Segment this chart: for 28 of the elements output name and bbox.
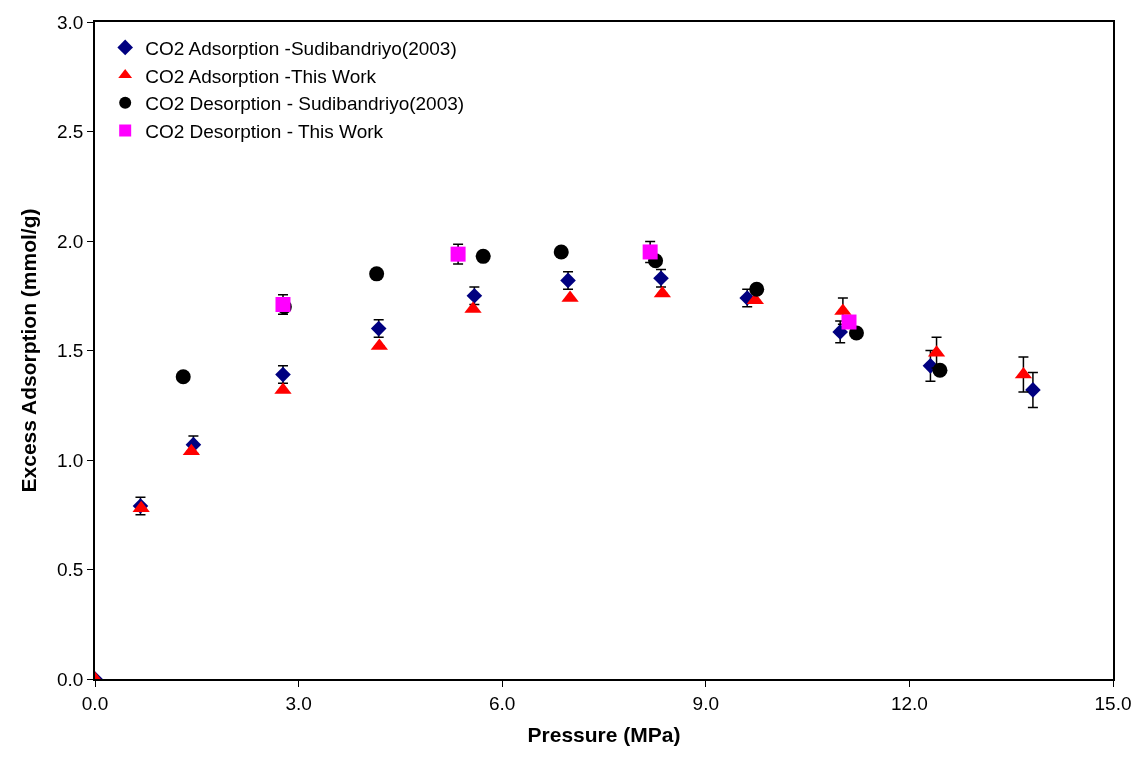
x-tick-label: 9.0 bbox=[692, 692, 720, 714]
legend-label: CO2 Adsorption -Sudibandriyo(2003) bbox=[145, 37, 457, 59]
point bbox=[749, 281, 765, 297]
y-tick-label: 1.5 bbox=[57, 340, 84, 362]
point bbox=[369, 266, 385, 282]
point bbox=[642, 244, 658, 260]
x-tick-label: 12.0 bbox=[890, 692, 928, 714]
y-tick-label: 0.0 bbox=[57, 668, 84, 690]
y-tick-label: 2.0 bbox=[57, 230, 84, 252]
point bbox=[932, 362, 948, 378]
point bbox=[841, 314, 857, 330]
x-tick-label: 3.0 bbox=[285, 692, 312, 714]
point bbox=[553, 244, 569, 260]
y-tick-label: 0.5 bbox=[57, 559, 84, 581]
y-tick-label: 3.0 bbox=[57, 11, 84, 33]
y-tick-label: 1.0 bbox=[57, 449, 84, 471]
point bbox=[175, 369, 191, 385]
x-axis-title: Pressure (MPa) bbox=[527, 723, 681, 747]
y-tick-label: 2.5 bbox=[57, 121, 84, 143]
x-tick-label: 15.0 bbox=[1094, 692, 1132, 714]
x-tick-label: 0.0 bbox=[81, 692, 109, 714]
legend-label: CO2 Desorption - Sudibandriyo(2003) bbox=[145, 93, 465, 115]
point bbox=[475, 248, 491, 264]
legend-label: CO2 Desorption - This Work bbox=[145, 120, 384, 142]
point bbox=[1025, 382, 1041, 398]
y-axis-title: Excess Adsorption (mmol/g) bbox=[16, 208, 40, 493]
legend-label: CO2 Adsorption -This Work bbox=[145, 65, 377, 87]
x-tick-label: 6.0 bbox=[488, 692, 516, 714]
